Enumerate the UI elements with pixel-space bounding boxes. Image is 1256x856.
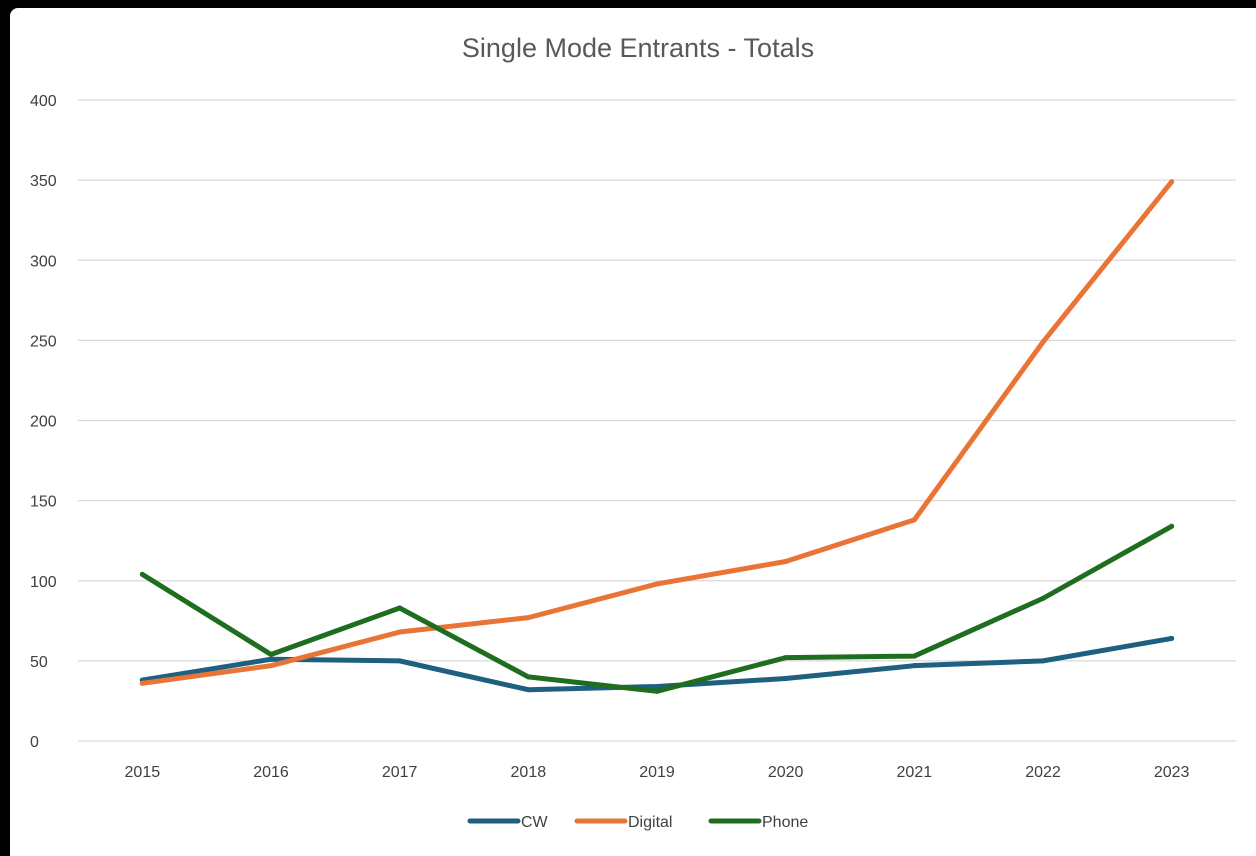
legend-label-digital: Digital xyxy=(628,814,672,831)
data-point-cw xyxy=(1169,635,1175,641)
data-point-phone xyxy=(654,688,660,694)
data-point-phone xyxy=(1169,523,1175,529)
series-lines xyxy=(139,179,1175,694)
data-point-digital xyxy=(397,629,403,635)
x-tick-label: 2019 xyxy=(639,764,675,781)
data-point-cw xyxy=(268,656,274,662)
data-point-cw xyxy=(654,684,660,690)
data-point-digital xyxy=(1169,179,1175,185)
data-point-digital xyxy=(139,680,145,686)
data-point-phone xyxy=(783,655,789,661)
data-point-cw xyxy=(397,658,403,664)
series-line-phone xyxy=(139,523,1175,694)
legend-label-phone: Phone xyxy=(762,814,808,831)
y-tick-label: 250 xyxy=(30,333,57,350)
x-tick-label: 2023 xyxy=(1154,764,1190,781)
y-tick-label: 200 xyxy=(30,414,57,431)
data-point-digital xyxy=(654,581,660,587)
legend-label-cw: CW xyxy=(521,814,549,831)
data-point-phone xyxy=(525,674,531,680)
legend: CW Digital Phone xyxy=(467,814,808,831)
data-point-cw xyxy=(783,676,789,682)
data-point-digital xyxy=(1040,339,1046,345)
data-point-cw xyxy=(525,687,531,693)
data-point-digital xyxy=(525,615,531,621)
data-point-phone xyxy=(268,651,274,657)
x-tick-label: 2017 xyxy=(382,764,418,781)
data-point-cw xyxy=(911,663,917,669)
data-point-phone xyxy=(1040,595,1046,601)
y-axis-ticks: 0 50 100 150 200 250 300 350 400 xyxy=(30,93,57,751)
x-tick-label: 2021 xyxy=(897,764,933,781)
y-tick-label: 400 xyxy=(30,93,57,110)
x-tick-label: 2020 xyxy=(768,764,804,781)
y-tick-label: 150 xyxy=(30,494,57,511)
data-point-phone xyxy=(397,605,403,611)
x-axis-ticks: 2015 2016 2017 2018 2019 2020 2021 2022 2023 xyxy=(125,764,1190,781)
y-tick-label: 350 xyxy=(30,173,57,190)
x-tick-label: 2022 xyxy=(1025,764,1061,781)
y-tick-label: 50 xyxy=(30,654,48,671)
y-tick-label: 100 xyxy=(30,574,57,591)
data-point-digital xyxy=(783,559,789,565)
data-point-phone xyxy=(911,653,917,659)
chart-title: Single Mode Entrants - Totals xyxy=(462,33,814,63)
x-tick-label: 2018 xyxy=(511,764,547,781)
line-chart: Single Mode Entrants - Totals 0 50 100 150 2… xyxy=(30,33,1236,831)
data-point-digital xyxy=(911,517,917,523)
x-tick-label: 2016 xyxy=(253,764,289,781)
y-tick-label: 300 xyxy=(30,253,57,270)
data-point-phone xyxy=(139,571,145,577)
data-point-digital xyxy=(268,663,274,669)
x-tick-label: 2015 xyxy=(125,764,161,781)
data-point-cw xyxy=(1040,658,1046,664)
y-tick-label: 0 xyxy=(30,734,39,751)
chart-panel: Single Mode Entrants - Totals 0 50 100 150 2… xyxy=(10,8,1256,856)
